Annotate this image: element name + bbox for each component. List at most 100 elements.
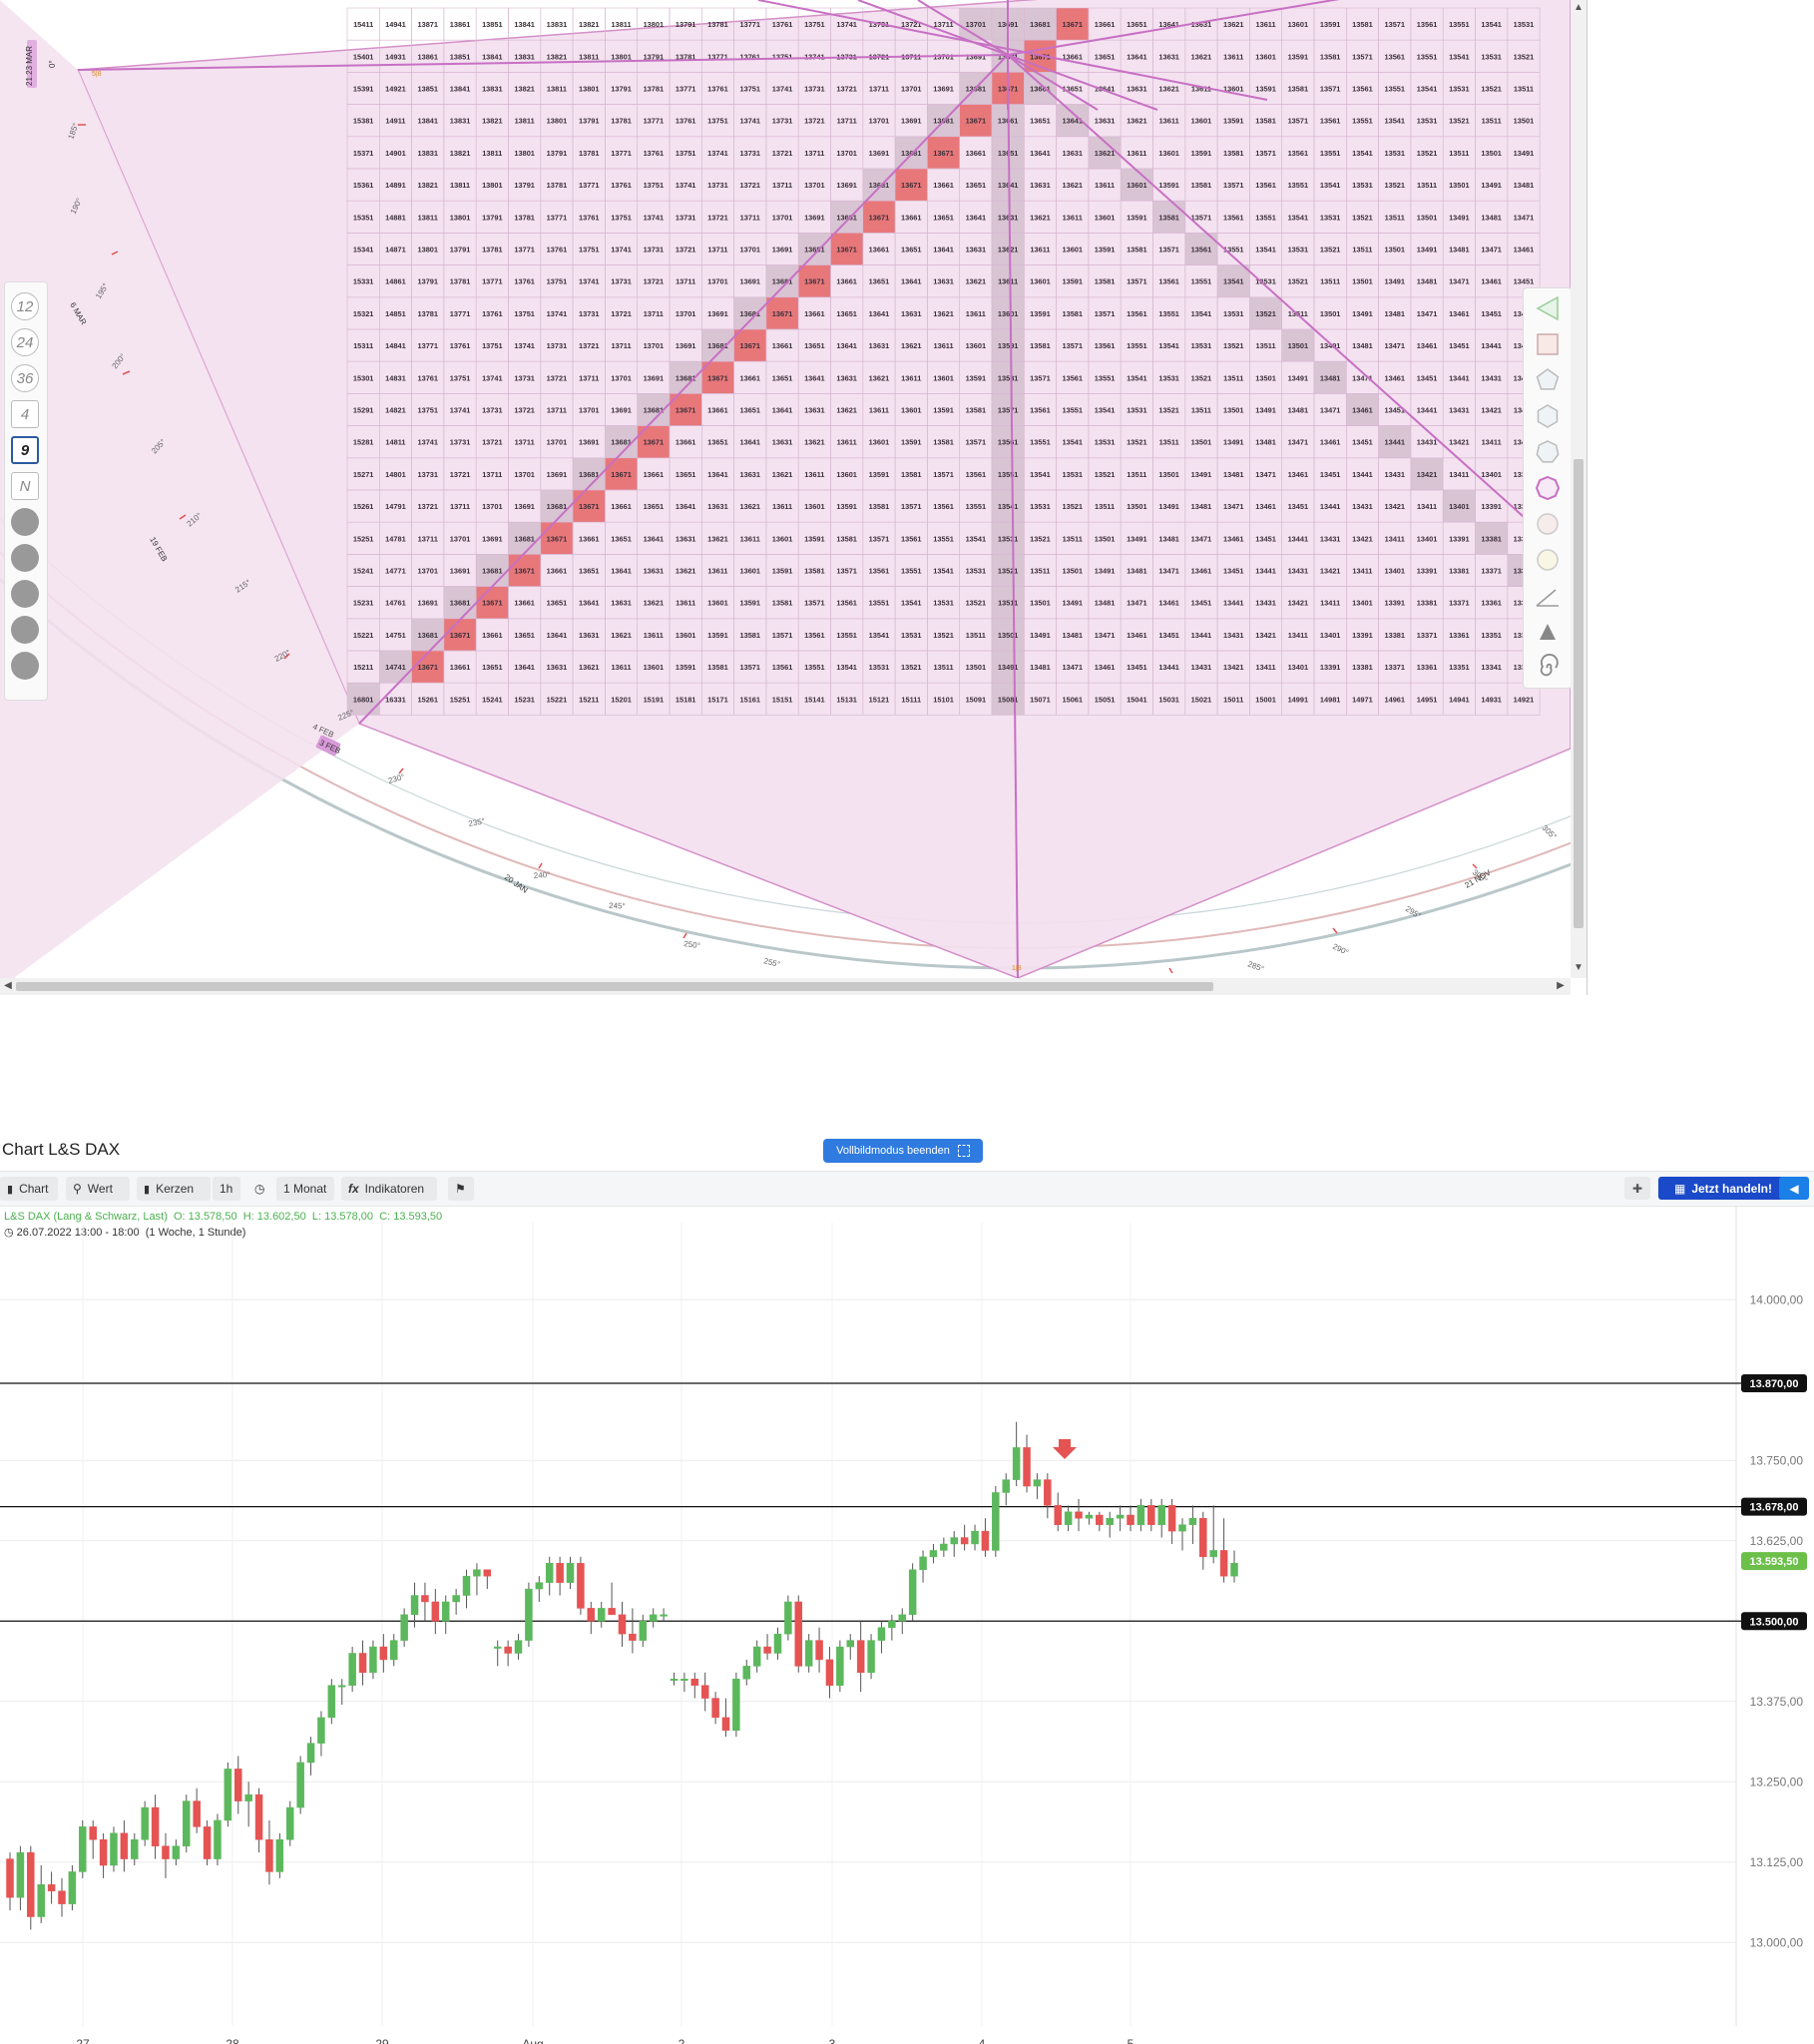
scroll-up-icon[interactable]: ▲ bbox=[1574, 2, 1584, 13]
tool-36[interactable]: 36 bbox=[11, 364, 39, 392]
grid-cell-value: 13561 bbox=[998, 438, 1019, 447]
tool-24[interactable]: 24 bbox=[11, 328, 39, 356]
chart-type-button[interactable]: ▮ Chart bbox=[0, 1177, 58, 1201]
grid-cell-value: 13471 bbox=[1255, 470, 1276, 479]
grid-cell-value: 13611 bbox=[1063, 213, 1083, 222]
grid-cell-value: 13501 bbox=[1417, 213, 1438, 222]
grid-cell-value: 13781 bbox=[417, 309, 438, 318]
vertical-scrollbar[interactable]: ▲ ▼ bbox=[1571, 0, 1587, 978]
square-of-nine-canvas[interactable]: 15411 14941 13871 13861 13851 13841 13831 13821… bbox=[0, 0, 1571, 978]
grid-cell-value: 13541 bbox=[1417, 85, 1438, 94]
tool-4[interactable]: 4 bbox=[11, 400, 39, 428]
triangle-icon[interactable] bbox=[1532, 292, 1564, 324]
candle-body bbox=[120, 1832, 129, 1859]
grid-cell-value: 13691 bbox=[869, 149, 890, 158]
interval-button[interactable]: 1h bbox=[213, 1177, 240, 1201]
grid-cell-value: 13661 bbox=[482, 631, 503, 640]
grid-cell-value: 13641 bbox=[1127, 52, 1147, 61]
grid-cell-value: 13811 bbox=[450, 181, 470, 190]
square-of-nine-panel[interactable]: 15411 14941 13871 13861 13851 13841 13831 13821… bbox=[0, 0, 1587, 995]
grid-cell-value: 13841 bbox=[450, 85, 471, 94]
grid-cell-value: 13651 bbox=[1127, 20, 1147, 29]
grid-cell-value: 13551 bbox=[1191, 277, 1212, 286]
crosshair-settings-button[interactable]: ✚ bbox=[1624, 1177, 1650, 1200]
compass-icon[interactable] bbox=[1532, 616, 1564, 648]
indicators-button[interactable]: fx Indikatoren bbox=[341, 1177, 437, 1201]
grid-cell-value: 13651 bbox=[836, 309, 857, 318]
grid-cell-value: 13711 bbox=[644, 309, 664, 318]
scroll-down-icon[interactable]: ▼ bbox=[1574, 962, 1584, 973]
grid-cell-value: 13661 bbox=[966, 149, 987, 158]
vertical-scroll-thumb[interactable] bbox=[1574, 459, 1584, 928]
candle-body bbox=[27, 1851, 35, 1917]
candle-body bbox=[1064, 1511, 1073, 1525]
grid-cell bbox=[508, 521, 542, 555]
grid-cell-value: 13471 bbox=[1384, 341, 1405, 350]
grid-cell-value: 13421 bbox=[1352, 534, 1373, 543]
grid-cell-value: 13631 bbox=[644, 567, 665, 576]
grid-cell-value: 13511 bbox=[1255, 341, 1275, 350]
range-text: 26.07.2022 13:00 - 18:00 bbox=[16, 1227, 140, 1239]
square-icon[interactable] bbox=[1532, 328, 1564, 360]
candle-body bbox=[763, 1646, 771, 1654]
candle-body bbox=[421, 1595, 429, 1603]
grid-cell-value: 13691 bbox=[901, 117, 922, 126]
octagon-icon[interactable] bbox=[1532, 472, 1564, 504]
scroll-right-icon[interactable]: ▶ bbox=[1557, 980, 1565, 991]
grid-cell-value: 13661 bbox=[836, 277, 857, 286]
dice-pattern-icon[interactable] bbox=[11, 616, 39, 644]
grid-cell-value: 13701 bbox=[739, 246, 760, 255]
spiral-icon[interactable] bbox=[1532, 652, 1564, 684]
heptagon-icon[interactable] bbox=[1532, 436, 1564, 468]
clock-button[interactable]: ◷ bbox=[247, 1177, 273, 1201]
grid-cell-value: 13641 bbox=[739, 438, 760, 447]
exit-fullscreen-button[interactable]: Vollbildmodus beenden bbox=[823, 1139, 983, 1163]
circle-light-icon[interactable] bbox=[1532, 544, 1564, 576]
grid-cell-value: 14761 bbox=[385, 599, 406, 608]
horizontal-scroll-thumb[interactable] bbox=[16, 982, 1213, 991]
pivot-marker[interactable]: 21.23 MAR 0° 5|8 bbox=[25, 40, 102, 88]
ring-degree-label: 235° bbox=[468, 816, 486, 828]
grid-cell bbox=[991, 393, 1025, 426]
grid-cell-value: 13451 bbox=[1255, 534, 1276, 543]
collapse-panel-button[interactable]: ◀ bbox=[1779, 1177, 1809, 1200]
grid-cell-value: 15261 bbox=[353, 502, 374, 511]
tool-12[interactable]: 12 bbox=[11, 292, 39, 320]
hexagon-icon[interactable] bbox=[1532, 400, 1564, 432]
dice-pattern-icon[interactable] bbox=[11, 508, 39, 536]
grid-cell-value: 13571 bbox=[836, 567, 857, 576]
grid-cell-value: 13491 bbox=[1030, 631, 1051, 640]
dice-pattern-icon[interactable] bbox=[11, 580, 39, 608]
circle-icon[interactable] bbox=[1532, 508, 1564, 540]
candlestick-chart[interactable]: 13.870,00 13.678,00 13.500,00 13.593,50 14.… bbox=[0, 1206, 1814, 2044]
grid-cell-value: 13811 bbox=[515, 117, 535, 126]
grid-cell-value: 13551 bbox=[1417, 52, 1438, 61]
grid-cell-value: 13431 bbox=[1384, 470, 1405, 479]
dice-pattern-icon[interactable] bbox=[11, 544, 39, 572]
candle-body bbox=[1136, 1505, 1145, 1525]
grid-cell-value: 13551 bbox=[966, 502, 987, 511]
horizontal-levels[interactable]: 13.870,00 13.678,00 13.500,00 13.593,50 bbox=[0, 1374, 1807, 1631]
value-button[interactable]: ⚲ Wert bbox=[66, 1177, 130, 1201]
angle-icon[interactable] bbox=[1532, 580, 1564, 612]
grid-cell-value: 13461 bbox=[1158, 599, 1179, 608]
dice-pattern-icon[interactable] bbox=[11, 652, 39, 680]
period-button[interactable]: 1 Monat bbox=[276, 1177, 334, 1201]
bookmark-button[interactable]: ⚑ bbox=[448, 1177, 474, 1201]
pentagon-icon[interactable] bbox=[1532, 364, 1564, 396]
grid-cell-value: 13621 bbox=[804, 438, 825, 447]
grid-cell-value: 13481 bbox=[1288, 406, 1309, 415]
scroll-left-icon[interactable]: ◀ bbox=[4, 980, 12, 991]
trade-now-button[interactable]: ▦ Jetzt handeln! bbox=[1658, 1177, 1788, 1200]
candle-body bbox=[1127, 1514, 1134, 1525]
grid-cell-value: 13431 bbox=[1191, 663, 1212, 672]
grid-cell-value: 13541 bbox=[933, 567, 954, 576]
candles-button[interactable]: ▮ Kerzen bbox=[137, 1177, 211, 1201]
grid-cell-value: 13531 bbox=[901, 631, 922, 640]
grid-cell-value: 13531 bbox=[869, 663, 890, 672]
grid-cell-value: 13431 bbox=[1481, 373, 1502, 382]
grid-cell-value: 13531 bbox=[1030, 502, 1051, 511]
tool-n[interactable]: N bbox=[11, 472, 39, 500]
tool-9[interactable]: 9 bbox=[11, 436, 39, 464]
horizontal-scrollbar[interactable]: ◀ ▶ bbox=[0, 978, 1571, 995]
